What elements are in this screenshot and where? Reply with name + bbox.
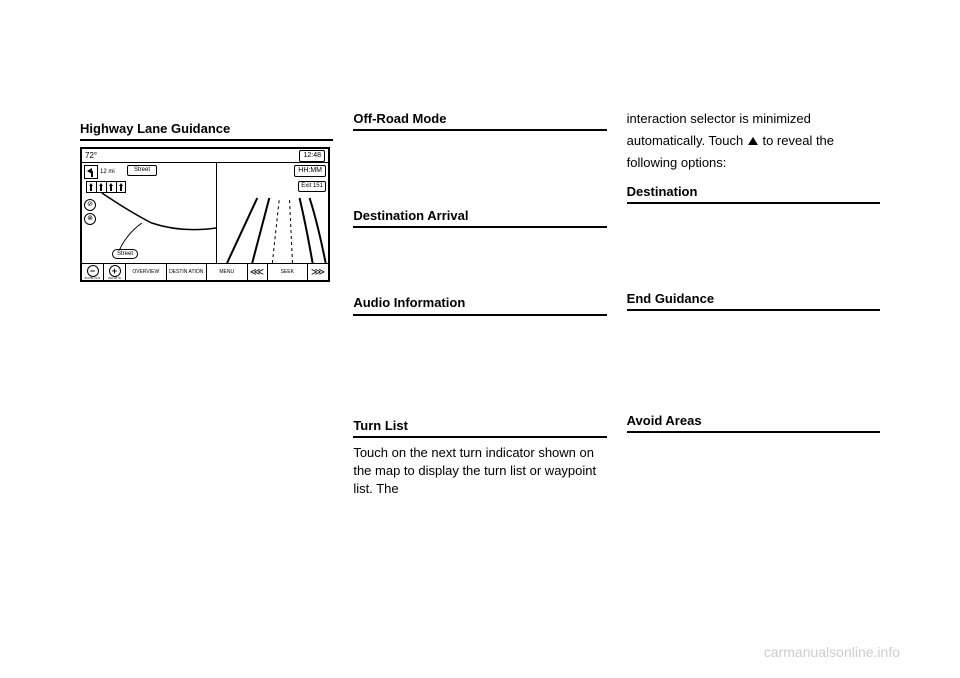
figure-time: 12:48	[299, 150, 325, 162]
nav-screenshot-figure: 72° 12:48 Street 12 mi	[80, 147, 330, 282]
intro-text-line2: automatically. Touch to reveal the	[627, 132, 880, 150]
turn-arrow-icon	[84, 165, 98, 179]
watermark: carmanualsonline.info	[764, 643, 900, 663]
menu-button: MENU	[207, 264, 248, 281]
figure-hhmm: HH:MM	[294, 165, 326, 177]
figure-map-panel: Street 12 mi ⊘ ⊗	[82, 163, 217, 263]
intro-text-line3: following options:	[627, 154, 880, 172]
overview-button: OVERVIEW	[126, 264, 167, 281]
figure-street-top: Street	[127, 165, 157, 175]
spacer	[627, 317, 880, 402]
lane-icon	[116, 181, 126, 193]
figure-distance: 12 mi	[100, 168, 115, 176]
heading-highway-lane-guidance: Highway Lane Guidance	[80, 120, 333, 141]
figure-topbar: 72° 12:48	[82, 149, 328, 163]
intro-text-line1: interaction selector is minimized	[627, 110, 880, 128]
figure-exit-sign: Exit 151	[298, 181, 326, 191]
heading-destination-arrival: Destination Arrival	[353, 207, 606, 228]
spacer	[627, 210, 880, 280]
column-3: interaction selector is minimized automa…	[627, 110, 880, 502]
seek-button: SEEK	[268, 264, 309, 281]
figure-lane-icons	[86, 181, 126, 193]
column-1: Highway Lane Guidance 72° 12:48 Street 1…	[80, 110, 333, 502]
figure-street-label: Street	[112, 249, 138, 259]
spacer	[353, 137, 606, 197]
figure-main: Street 12 mi ⊘ ⊗	[82, 163, 328, 263]
zoom-in-button: + ZOOM IN	[104, 264, 126, 281]
up-arrow-icon	[748, 137, 758, 145]
heading-end-guidance: End Guidance	[627, 290, 880, 311]
heading-off-road-mode: Off-Road Mode	[353, 110, 606, 131]
column-2: Off-Road Mode Destination Arrival Audio …	[353, 110, 606, 502]
figure-temperature: 72°	[85, 150, 97, 161]
figure-turn-indicator: 12 mi	[84, 165, 115, 179]
manual-page: Highway Lane Guidance 72° 12:48 Street 1…	[0, 0, 960, 542]
destination-button: DESTIN ATION	[167, 264, 208, 281]
heading-destination: Destination	[627, 183, 880, 204]
lane-icon	[106, 181, 116, 193]
spacer	[353, 234, 606, 284]
heading-audio-information: Audio Information	[353, 294, 606, 315]
seek-prev-button: ⋘	[248, 264, 268, 281]
heading-turn-list: Turn List	[353, 417, 606, 438]
spacer	[353, 322, 606, 407]
figure-bottom-bar: − ZOOM OUT + ZOOM IN OVERVIEW DESTIN ATI…	[82, 263, 328, 281]
map-road-lines	[82, 193, 216, 258]
lane-icon	[96, 181, 106, 193]
turn-list-text: Touch on the next turn indicator shown o…	[353, 444, 606, 499]
seek-next-button: ⋙	[308, 264, 328, 281]
zoom-out-button: − ZOOM OUT	[82, 264, 104, 281]
lane-icon	[86, 181, 96, 193]
heading-avoid-areas: Avoid Areas	[627, 412, 880, 433]
lane-perspective-icon	[217, 163, 328, 263]
figure-lane-panel: HH:MM Exit 151	[217, 163, 328, 263]
